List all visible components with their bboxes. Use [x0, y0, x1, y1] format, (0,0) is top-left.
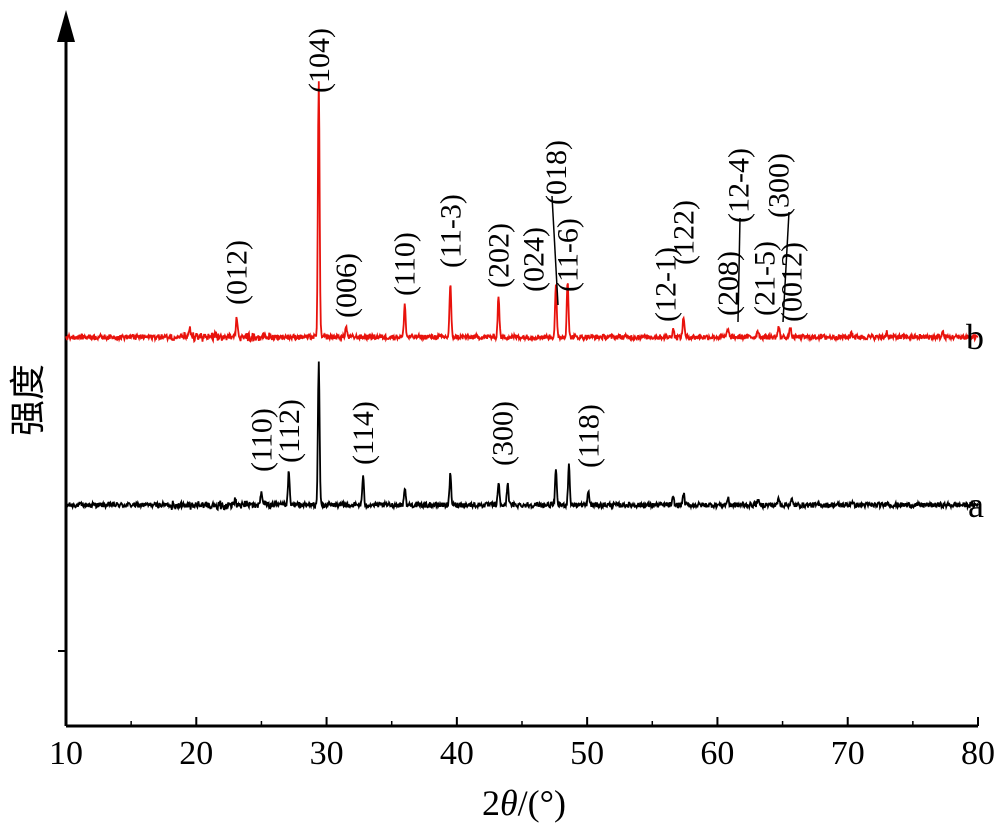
peak-label-b-012: (012): [221, 240, 254, 305]
peak-annotations: (110)(112) (114) (300) (118)(012)(104)(006)…: [221, 28, 809, 472]
y-axis-arrow: [57, 10, 75, 42]
x-tick-label-40: 40: [440, 735, 474, 772]
peak-label-b-11-3: (11-3): [434, 194, 467, 268]
peak-label-a-112: (112): [273, 399, 306, 463]
series-label-a: a: [968, 485, 984, 525]
peak-label-a-118: (118): [572, 404, 605, 468]
x-axis-title: 2θ/(°): [482, 783, 566, 823]
peak-label-a-114: (114): [347, 401, 380, 465]
x-tick-label-30: 30: [310, 735, 344, 772]
peak-label-a-300: (300): [487, 401, 520, 466]
x-tick-label-50: 50: [570, 735, 604, 772]
curves: ab: [65, 81, 984, 525]
x-tick-label-60: 60: [700, 735, 734, 772]
axes: 10 20 30 40 50 60 70 80: [49, 10, 995, 772]
peak-label-b-12-1: (12-1): [649, 247, 682, 322]
x-tick-label-10: 10: [49, 735, 83, 772]
peak-label-b-21-5: (21-5): [748, 241, 781, 316]
peak-label-b-202: (202): [483, 223, 516, 288]
series-label-b: b: [966, 317, 984, 357]
x-tick-label-80: 80: [961, 735, 995, 772]
peak-label-b-006: (006): [330, 253, 363, 318]
series-line-b: [65, 81, 979, 344]
peak-label-a-110: (110): [245, 408, 278, 472]
peak-label-b-12-4: (12-4): [722, 148, 755, 223]
peak-label-b-0012: (0012): [776, 242, 809, 322]
peak-label-b-110: (110): [389, 232, 422, 296]
annotation-leader-line: [551, 195, 559, 306]
x-tick-label-70: 70: [831, 735, 865, 772]
series-line-a: [65, 361, 979, 512]
peak-label-b-024: (024): [518, 227, 551, 292]
peak-label-b-104: (104): [303, 28, 336, 93]
axis-labels: 2θ/(°) 强度: [8, 364, 566, 823]
y-axis-title: 强度: [8, 364, 48, 436]
annotation-leader-line: [782, 211, 790, 323]
peak-label-b-208: (208): [712, 251, 745, 316]
peak-label-b-300: (300): [763, 153, 796, 218]
peak-label-b-018: (018): [540, 140, 573, 205]
annotation-leader-line: [737, 217, 741, 323]
peak-label-b-122: (122): [668, 200, 701, 265]
x-tick-label-20: 20: [179, 735, 213, 772]
